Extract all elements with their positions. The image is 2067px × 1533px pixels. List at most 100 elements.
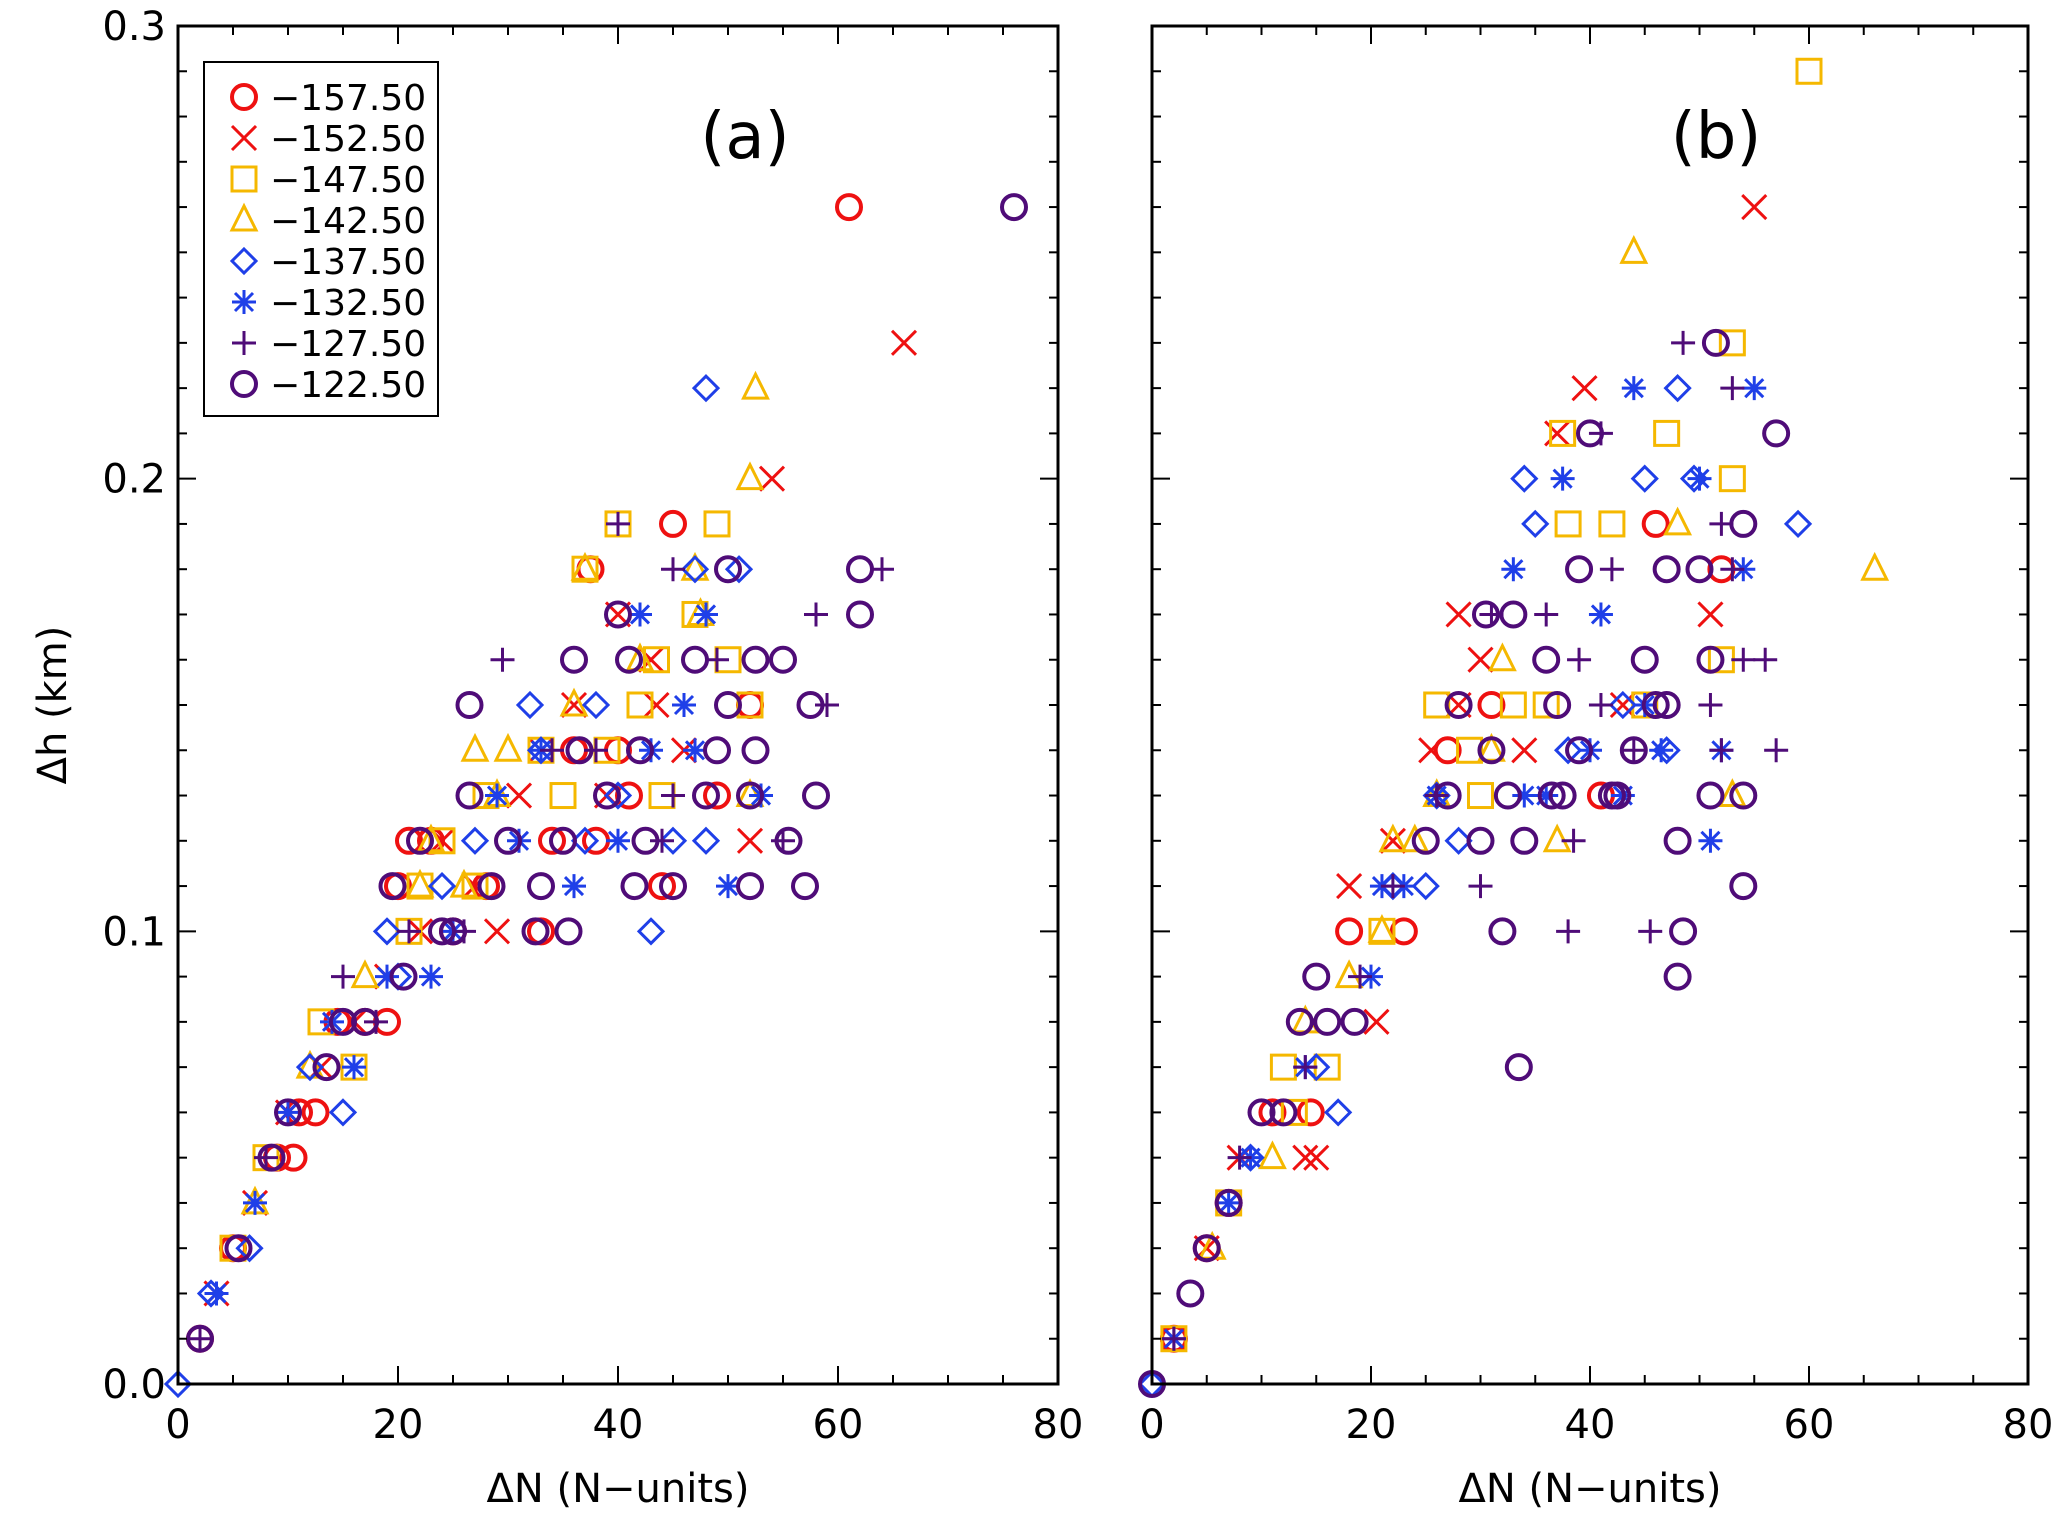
data-point-b-s6-11 <box>1534 783 1559 808</box>
data-point-b-s8-42 <box>1701 328 1730 357</box>
data-point-a-s8-24 <box>604 600 632 629</box>
data-point-b-s4-2 <box>1258 1140 1287 1170</box>
data-point-a-s8-40 <box>774 826 803 855</box>
data-point-a-s3-8 <box>461 872 489 900</box>
data-point-a-s3-16 <box>643 646 670 674</box>
x-tick-label-a-1: 0 <box>165 1402 190 1448</box>
data-point-b-s1-7 <box>1389 917 1418 946</box>
data-point-b-s2-18 <box>1741 194 1768 221</box>
data-point-a-s7-1 <box>188 1326 212 1351</box>
data-point-b-s8-13 <box>1444 691 1473 719</box>
data-point-a-s5-14 <box>603 781 633 810</box>
data-point-a-s8-21 <box>560 645 588 674</box>
data-point-b-s8-38 <box>1669 917 1698 946</box>
data-point-a-s8-35 <box>736 872 764 901</box>
data-point-b-s3-13 <box>1554 510 1582 538</box>
data-point-b-s7-2 <box>1227 1145 1252 1170</box>
legend-label-7: −127.50 <box>270 324 426 365</box>
data-point-a-s5-16 <box>658 826 688 855</box>
data-point-a-s2-20 <box>758 465 786 492</box>
data-point-a-s8-17 <box>521 917 550 946</box>
data-point-a-s7-10 <box>606 511 630 536</box>
data-point-b-s4-7 <box>1400 823 1430 853</box>
legend-marker-1 <box>230 83 258 111</box>
data-point-a-s8-41 <box>791 872 819 901</box>
y-tick-label-2: 0.1 <box>102 909 166 955</box>
data-point-b-s1-4 <box>1258 1098 1287 1127</box>
data-point-b-s6-17 <box>1649 738 1674 763</box>
data-point-a-s8-28 <box>631 826 660 855</box>
data-point-b-s8-3 <box>1192 1234 1221 1263</box>
data-point-b-s2-7 <box>1336 873 1363 900</box>
data-point-a-s4-7 <box>460 732 490 762</box>
data-point-a-s8-42 <box>796 691 825 719</box>
data-point-b-s7-10 <box>1556 919 1581 944</box>
data-point-a-s6-14 <box>628 602 652 627</box>
data-point-b-s3-14 <box>1598 510 1626 538</box>
data-point-b-s6-12 <box>1550 466 1575 491</box>
data-point-a-s8-13 <box>455 691 484 719</box>
x-tick-label-a-5: 80 <box>1033 1402 1084 1448</box>
data-point-a-s4-5 <box>416 823 446 853</box>
legend-marker-5 <box>229 246 259 276</box>
data-point-a-s8-33 <box>714 691 742 719</box>
data-point-a-s8-30 <box>681 645 709 674</box>
data-point-a-s8-46 <box>1000 193 1028 222</box>
y-tick-label-4: 0.3 <box>102 4 166 50</box>
data-point-b-s1-11 <box>1641 509 1670 538</box>
data-point-b-s7-12 <box>1567 647 1592 672</box>
data-point-b-s8-24 <box>1543 691 1572 719</box>
data-point-b-s7-1 <box>1161 1326 1186 1351</box>
data-point-b-s2-16 <box>1609 691 1636 719</box>
x-tick-label-b-4: 60 <box>1784 1402 1835 1448</box>
data-point-b-s8-32 <box>1630 645 1659 674</box>
legend-label-1: −157.50 <box>270 78 426 119</box>
data-point-a-s7-7 <box>490 647 515 672</box>
data-point-b-s3-4 <box>1280 1098 1308 1126</box>
data-point-b-s7-24 <box>1731 647 1756 672</box>
x-tick-label-b-5: 80 <box>2003 1402 2054 1448</box>
data-point-a-s5-19 <box>691 374 721 403</box>
data-point-b-s8-14 <box>1466 826 1495 855</box>
data-point-b-s3-19 <box>1718 329 1746 357</box>
data-point-b-s7-25 <box>1753 647 1778 672</box>
plot-area-a <box>163 193 1028 1399</box>
data-point-b-s8-7 <box>1285 1007 1314 1036</box>
data-point-a-s8-12 <box>439 917 467 946</box>
legend-marker-3 <box>230 165 258 193</box>
data-point-b-s7-11 <box>1561 828 1586 853</box>
x-tick-label-b-3: 40 <box>1565 1402 1616 1448</box>
data-point-a-s3-11 <box>549 782 577 810</box>
data-point-b-s8-21 <box>1510 826 1539 855</box>
data-point-b-s2-15 <box>1571 375 1598 402</box>
data-point-a-s5-17 <box>680 555 710 584</box>
data-point-a-s8-1 <box>186 1324 214 1353</box>
data-point-a-s8-3 <box>257 1143 286 1172</box>
data-point-a-s4-16 <box>741 370 770 400</box>
data-point-a-s7-11 <box>650 828 674 853</box>
data-point-b-s3-7 <box>1423 691 1451 719</box>
x-tick-label-b-2: 20 <box>1346 1402 1397 1448</box>
data-point-a-s8-10 <box>406 826 434 855</box>
data-point-b-s5-15 <box>1663 374 1692 403</box>
data-point-a-s6-1 <box>204 1281 229 1306</box>
data-point-a-s6-17 <box>683 738 707 763</box>
data-point-b-s6-23 <box>1621 376 1646 401</box>
data-point-a-s2-11 <box>505 782 533 809</box>
data-point-b-s7-16 <box>1621 738 1646 763</box>
data-point-b-s4-13 <box>1663 506 1693 536</box>
data-point-a-s2-17 <box>643 691 670 719</box>
data-point-a-s5-13 <box>581 690 611 720</box>
panel-b: 0 20 40 60 80 (b) ΔN (N−units) <box>1137 24 2054 1512</box>
data-point-b-s4-6 <box>1378 823 1408 853</box>
data-point-b-s2-4 <box>1292 1144 1319 1171</box>
data-point-a-s1-16 <box>538 826 566 855</box>
x-axis-title-b: ΔN (N−units) <box>1459 1466 1722 1512</box>
data-point-a-s8-9 <box>389 962 418 991</box>
panel-a: 0 20 40 60 80 0.0 0.1 0.2 0.3 (a) ΔN (N−units) Δ… <box>30 4 1083 1512</box>
legend-marker-4 <box>229 202 259 232</box>
data-point-a-s8-22 <box>565 736 594 765</box>
data-point-b-s5-12 <box>1608 690 1637 720</box>
axis-ticks-b: 0 20 40 60 80 <box>1139 25 2054 1448</box>
data-point-b-s8-43 <box>1729 872 1758 901</box>
